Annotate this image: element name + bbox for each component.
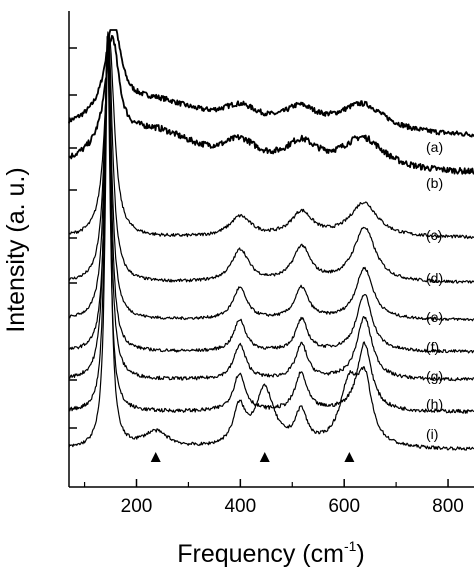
x-tick-label-600: 600 [328, 496, 360, 517]
peak-markers [150, 452, 355, 462]
spectrum-d [68, 34, 474, 284]
x-tick-label-200: 200 [121, 496, 153, 517]
x-axis-title-end: ) [356, 540, 364, 568]
x-axis-title: Frequency (cm-1) [177, 538, 365, 568]
spectrum-a [68, 29, 474, 138]
peak-marker-1 [259, 452, 270, 462]
spectrum-i [68, 31, 474, 451]
series-label-g: (g) [426, 368, 443, 384]
spectrum-g [68, 36, 474, 382]
plot-frame [68, 11, 474, 488]
spectrum-h [68, 35, 474, 414]
x-axis-title-sup: -1 [344, 538, 357, 554]
series-label-e: (e) [426, 309, 443, 325]
spectrum-c [68, 36, 474, 240]
spectrum-b [68, 35, 474, 175]
x-axis-ticks: 200 400 600 800 [83, 479, 464, 517]
x-axis-title-main: Frequency (cm [177, 540, 344, 568]
spectra-curves [68, 29, 474, 451]
x-tick-label-800: 800 [432, 496, 464, 517]
x-tick-label-400: 400 [224, 496, 256, 517]
series-labels: (a) (b) (c) (d) (e) (f) (g) (h) (i) [426, 139, 443, 442]
series-label-b: (b) [426, 175, 443, 191]
series-label-a: (a) [426, 139, 443, 155]
y-axis-ticks [69, 47, 77, 429]
series-label-d: (d) [426, 270, 443, 286]
series-label-c: (c) [426, 227, 442, 243]
series-label-f: (f) [426, 339, 439, 355]
series-label-h: (h) [426, 396, 443, 412]
series-label-i: (i) [426, 426, 438, 442]
spectrum-e [68, 35, 474, 322]
peak-marker-0 [150, 452, 161, 462]
y-axis-title: Intensity (a. u.) [2, 167, 30, 332]
peak-marker-2 [344, 452, 355, 462]
spectrum-f [68, 33, 474, 354]
